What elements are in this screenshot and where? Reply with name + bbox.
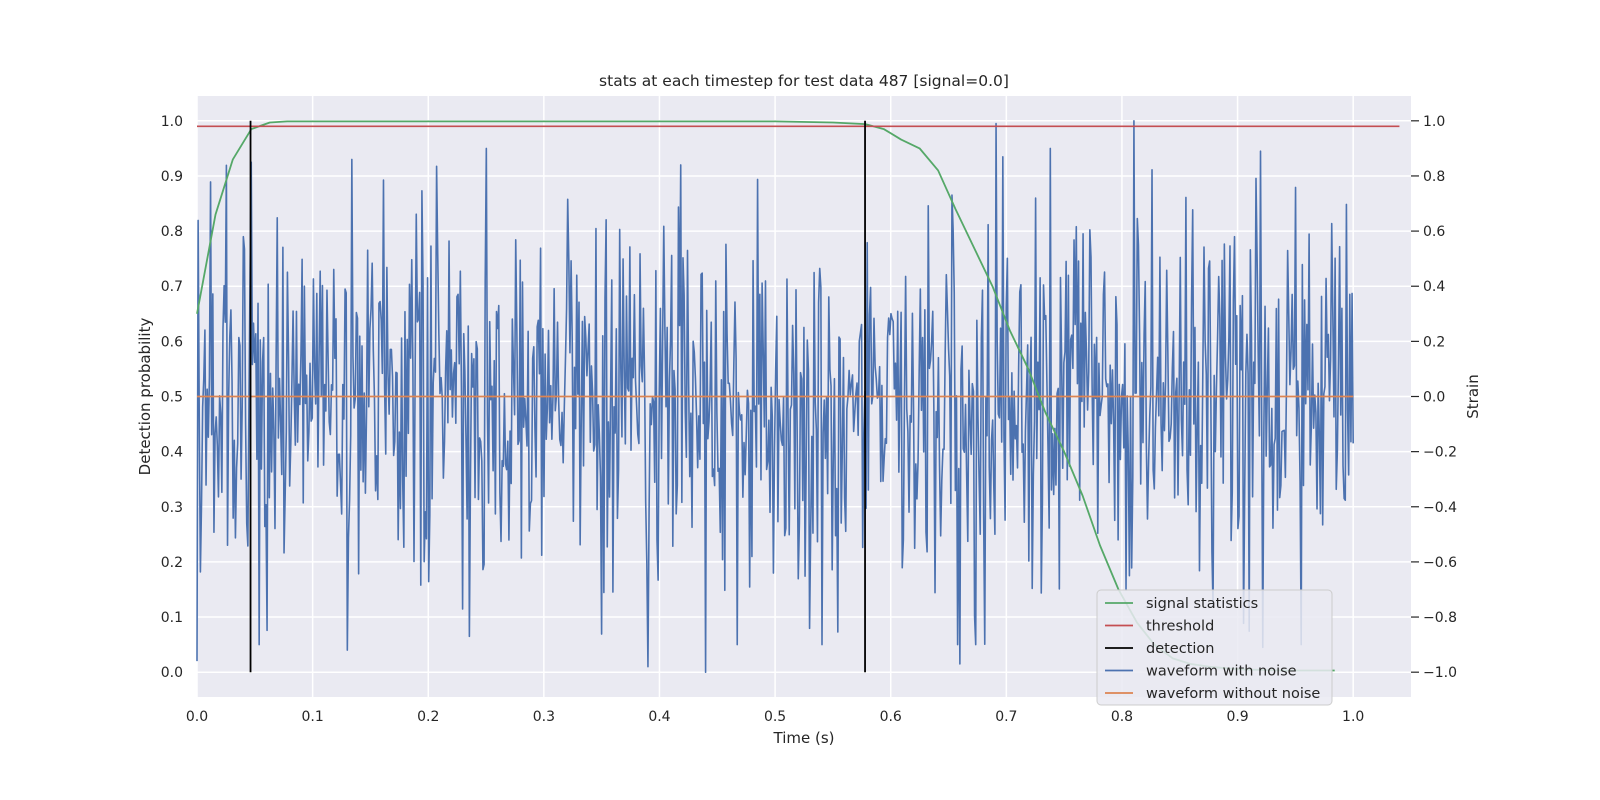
y2-tick-label: −0.8	[1423, 610, 1457, 626]
legend: signal statistics threshold detection wavef…	[1096, 589, 1333, 706]
chart-title: stats at each timestep for test data 487…	[599, 72, 1009, 90]
axes-layer: 0.0 0.1 0.2 0.3 0.4 0.5 0.6 0.7 0.8 0.9 1.0 0.0 0.1 0…	[161, 114, 1457, 725]
x-tick-label: 0.7	[995, 709, 1017, 725]
x-tick-label: 0.2	[417, 709, 439, 725]
y2-tick-label: −0.6	[1423, 555, 1457, 571]
y2-tick-label: −0.2	[1423, 445, 1457, 461]
y-tick-label: 0.6	[161, 334, 183, 350]
y-tick-label: 0.2	[161, 555, 183, 571]
y2-axis-label: Strain	[1464, 374, 1482, 418]
legend-entry: detection	[1146, 641, 1214, 657]
y-tick-label: 0.5	[161, 390, 183, 406]
y-tick-label: 0.8	[161, 224, 183, 240]
y-tick-label: 0.9	[161, 169, 183, 185]
x-axis-label: Time (s)	[773, 729, 835, 747]
x-tick-label: 1.0	[1342, 709, 1364, 725]
waveform-with-noise-line	[196, 120, 1354, 673]
x-tick-label: 0.9	[1226, 709, 1248, 725]
legend-box	[1096, 589, 1333, 706]
y2-tick-label: 0.0	[1423, 390, 1445, 406]
y-tick-label: 0.4	[161, 445, 183, 461]
x-tick-label: 0.4	[648, 709, 670, 725]
y-tick-label: 0.0	[161, 665, 183, 681]
legend-entry: threshold	[1146, 619, 1214, 635]
x-tick-label: 0.8	[1111, 709, 1133, 725]
y2-tick-label: −0.4	[1423, 500, 1457, 516]
y2-tick-label: 0.4	[1423, 279, 1445, 295]
x-tick-label: 0.5	[764, 709, 786, 725]
y-axis-label: Detection probability	[136, 318, 154, 476]
y2-tick-label: 0.2	[1423, 334, 1445, 350]
x-tick-label: 0.0	[186, 709, 208, 725]
y2-tick-label: −1.0	[1423, 665, 1457, 681]
y2-tick-label: 1.0	[1423, 114, 1445, 130]
x-tick-label: 0.3	[533, 709, 555, 725]
y-tick-label: 0.1	[161, 610, 183, 626]
legend-entry: waveform with noise	[1146, 664, 1297, 680]
y-tick-label: 0.3	[161, 500, 183, 516]
y2-tick-label: 0.6	[1423, 224, 1445, 240]
y2-tick-label: 0.8	[1423, 169, 1445, 185]
x-tick-label: 0.6	[880, 709, 902, 725]
y-tick-label: 0.7	[161, 279, 183, 295]
x-tick-label: 0.1	[301, 709, 323, 725]
y-tick-label: 1.0	[161, 114, 183, 130]
series-layer	[196, 120, 1400, 673]
legend-entry: waveform without noise	[1146, 686, 1320, 702]
legend-entry: signal statistics	[1146, 596, 1258, 612]
